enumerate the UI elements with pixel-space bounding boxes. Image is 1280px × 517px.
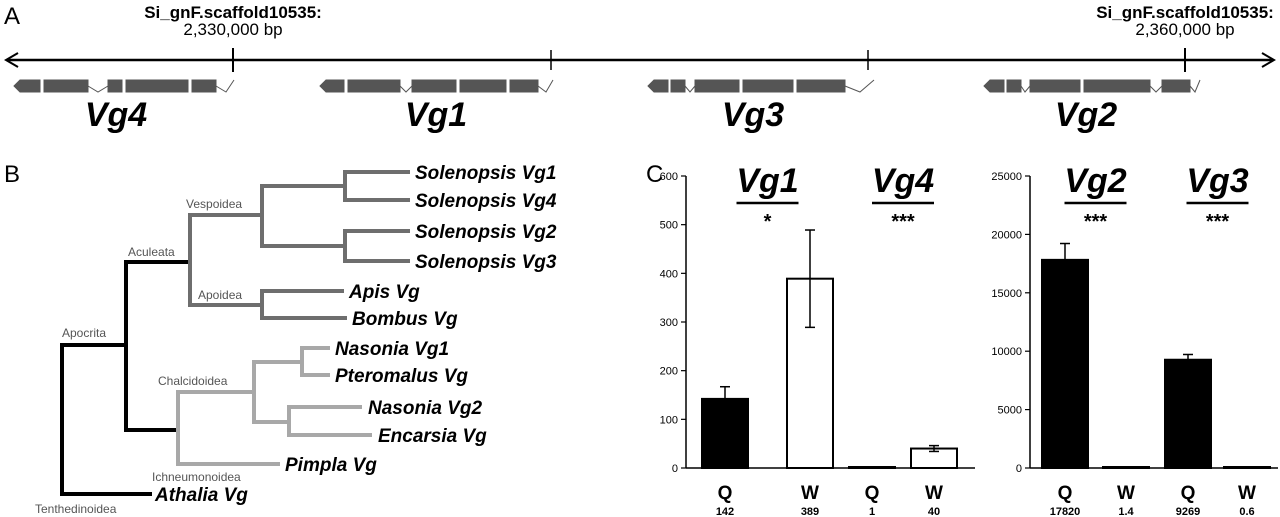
chart1-y-tick-label: 0 [672,463,678,475]
chart1-y-tick-label: 400 [660,268,678,280]
panel-label-c: C [646,161,663,188]
taxon-pteromalus-vg: Pteromalus Vg [335,366,468,387]
right-scaffold-name: Si_gnF.scaffold10535: [1096,3,1274,22]
taxon-apis-vg: Apis Vg [348,282,420,303]
chart2-y-tick-label: 15000 [991,288,1022,300]
taxon-encarsia-vg: Encarsia Vg [378,426,487,447]
chart1-title-vg4: Vg4 [872,162,934,200]
chart1-y-tick-label: 100 [660,414,678,426]
chart2-category-label: W [1117,483,1135,504]
expression-chart-vg2-vg3: 0 5000 10000 15000 20000 25000 Vg2 *** Q 17820 W 1.… [991,162,1278,517]
taxon-solenopsis-vg3: Solenopsis Vg3 [415,252,557,273]
right-scaffold-position: 2,360,000 bp [1135,20,1234,39]
chart2-title-vg3: Vg3 [1186,162,1248,200]
gene-label-vg3: Vg3 [722,96,784,134]
chart2-bar-vg2-w [1102,466,1150,469]
chart2-y-tick-label: 0 [1016,463,1022,475]
clade-aculeata: Aculeata [128,245,175,259]
taxon-solenopsis-vg1: Solenopsis Vg1 [415,163,556,184]
clade-chalcidoidea: Chalcidoidea [158,374,228,388]
chart2-y-tick-label: 25000 [991,171,1022,183]
taxon-nasonia-vg2: Nasonia Vg2 [368,398,482,419]
phylogenetic-tree [60,170,410,496]
chart2-category-label: Q [1058,483,1073,504]
chart1-category-label: Q [865,483,880,504]
chart2-significance-vg3: *** [1206,211,1230,233]
chart2-category-label: W [1238,483,1256,504]
clade-ichneumonoidea: Ichneumonoidea [152,470,241,484]
panel-label-b: B [4,161,20,188]
chart1-category-label: Q [718,483,733,504]
chart1-significance-vg4: *** [891,211,915,233]
chart2-value-label: 1.4 [1118,506,1134,517]
taxon-athalia-vg: Athalia Vg [154,485,248,506]
taxon-solenopsis-vg4: Solenopsis Vg4 [415,191,557,212]
chart2-value-label: 17820 [1050,506,1081,517]
scaffold-axis [4,48,1276,72]
chart1-y-tick-label: 600 [660,171,678,183]
chart1-y-tick-label: 200 [660,366,678,378]
chart2-y-tick-label: 5000 [998,405,1022,417]
chart1-category-label: W [925,483,943,504]
clade-apoidea: Apoidea [198,288,242,302]
gene-model-vg1 [319,79,554,93]
gene-label-vg2: Vg2 [1055,96,1117,134]
chart2-bar-vg3-q [1164,358,1212,469]
chart2-value-label: 9269 [1176,506,1200,517]
chart1-value-label: 389 [801,506,819,517]
gene-model-vg3 [647,79,875,93]
chart1-category-label: W [801,483,819,504]
taxon-pimpla-vg: Pimpla Vg [285,455,377,476]
chart1-value-label: 40 [928,506,940,517]
chart2-value-label: 0.6 [1239,506,1254,517]
left-scaffold-position: 2,330,000 bp [183,20,282,39]
chart1-value-label: 1 [869,506,875,517]
clade-tenthedinoidea: Tenthedinoidea [35,502,117,516]
expression-chart-vg1-vg4: 0 100 200 300 400 500 600 Vg1 * Q 142 W 389 Vg4 *** Q 1 W… [660,162,975,517]
chart1-value-label: 142 [716,506,734,517]
chart2-category-label: Q [1181,483,1196,504]
chart2-y-tick-label: 10000 [991,346,1022,358]
taxon-solenopsis-vg2: Solenopsis Vg2 [415,222,557,243]
taxon-bombus-vg: Bombus Vg [352,309,458,330]
chart1-significance-vg1: * [764,211,772,233]
chart1-bar-vg4-q [848,466,896,469]
chart1-y-tick-label: 500 [660,220,678,232]
taxon-nasonia-vg1: Nasonia Vg1 [335,339,449,360]
left-scaffold-name: Si_gnF.scaffold10535: [144,3,322,22]
gene-model-vg2 [983,79,1201,93]
chart1-title-vg1: Vg1 [736,162,798,200]
chart2-y-tick-label: 20000 [991,229,1022,241]
chart2-bar-vg3-w [1223,466,1271,469]
gene-model-vg4 [13,79,235,93]
chart1-y-tick-label: 300 [660,317,678,329]
clade-vespoidea: Vespoidea [186,197,242,211]
gene-label-vg1: Vg1 [405,96,467,134]
gene-label-vg4: Vg4 [85,96,147,134]
chart2-significance-vg2: *** [1084,211,1108,233]
chart2-title-vg2: Vg2 [1064,162,1126,200]
chart2-bar-vg2-q [1041,258,1089,469]
clade-apocrita: Apocrita [62,326,106,340]
panel-label-a: A [4,3,20,30]
